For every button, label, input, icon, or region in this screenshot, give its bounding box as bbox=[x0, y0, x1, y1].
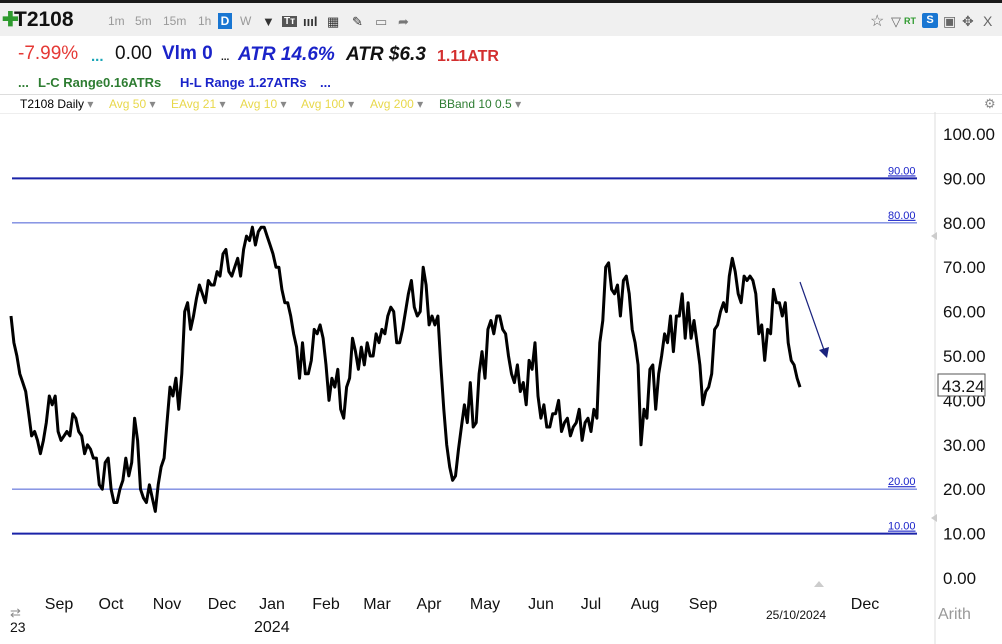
x-tick-label: Jul bbox=[581, 596, 601, 613]
filter-icon[interactable]: ▽ bbox=[891, 14, 901, 29]
s-icon[interactable]: S bbox=[922, 13, 938, 28]
price-chart: 90.00 80.00 20.00 10.00 100.00 90.00 80.00 70.… bbox=[9, 112, 995, 644]
x-axis: Sep Oct Nov Dec Jan Feb Mar Apr May Jun Jul Aug Sep D… bbox=[45, 596, 879, 613]
trend-arrow bbox=[799, 281, 829, 358]
y-tick-label: 50.00 bbox=[943, 347, 986, 366]
axis-marker-top-icon[interactable] bbox=[931, 232, 937, 240]
pencil-icon[interactable]: ✎ bbox=[352, 14, 363, 29]
scale-label[interactable]: Arith bbox=[938, 606, 971, 623]
last-value-label: 43.24 bbox=[942, 377, 985, 396]
grid-icon[interactable]: ▦ bbox=[327, 14, 340, 29]
move-icon[interactable]: ✥ bbox=[962, 13, 974, 29]
star-icon[interactable]: ☆ bbox=[870, 13, 885, 30]
close-icon[interactable]: X bbox=[983, 13, 993, 29]
level-label-80.00: 80.00 bbox=[888, 210, 916, 222]
atr-percent: ATR 14.6% bbox=[238, 44, 335, 65]
atr-count: 1.11ATR bbox=[437, 48, 499, 65]
x-tick-label: Oct bbox=[99, 596, 124, 613]
lc-range: L-C Range0.16ATRs bbox=[38, 75, 162, 90]
rt-icon[interactable]: RT bbox=[904, 16, 916, 26]
year-label-23: 23 bbox=[10, 619, 26, 635]
timeframe-1h[interactable]: 1h bbox=[198, 14, 212, 28]
x-tick-label: May bbox=[470, 596, 500, 613]
scroll-left-icon[interactable]: ⇄ bbox=[10, 605, 21, 620]
x-tick-label: Jun bbox=[528, 596, 554, 613]
bars-icon[interactable]: ıııl bbox=[303, 14, 318, 29]
x-tick-label: Apr bbox=[417, 596, 443, 613]
axis-marker-bottom-icon[interactable] bbox=[931, 514, 937, 522]
dots-right[interactable]: ... bbox=[320, 75, 331, 90]
volume: Vlm 0 bbox=[162, 43, 213, 64]
timeframe-weekly[interactable]: W bbox=[240, 14, 252, 28]
timeframe-5m[interactable]: 5m bbox=[135, 14, 152, 28]
symbol-title[interactable]: T2108 bbox=[14, 8, 74, 31]
y-tick-label: 60.00 bbox=[943, 303, 986, 322]
indicator-avg10[interactable]: Avg 10 ▾ bbox=[240, 97, 287, 111]
y-tick-label: 20.00 bbox=[943, 480, 986, 499]
x-tick-label: Jan bbox=[259, 596, 285, 613]
dropdown-icon[interactable]: ▼ bbox=[262, 14, 275, 29]
y-tick-label: 30.00 bbox=[943, 436, 986, 455]
y-tick-label: 80.00 bbox=[943, 214, 986, 233]
text-icon[interactable]: Tт bbox=[282, 16, 298, 27]
x-tick-label: Mar bbox=[363, 596, 391, 613]
y-tick-label: 0.00 bbox=[943, 569, 976, 588]
level-label-90.00: 90.00 bbox=[888, 165, 916, 177]
x-tick-label: Sep bbox=[45, 596, 74, 613]
dots-menu-2[interactable]: ... bbox=[221, 52, 230, 63]
indicator-eavg21[interactable]: EAvg 21 ▾ bbox=[171, 97, 226, 111]
comment-icon[interactable]: ▭ bbox=[375, 14, 388, 29]
x-tick-label: Aug bbox=[631, 596, 659, 613]
x-tick-label: Nov bbox=[153, 596, 181, 613]
x-tick-label: Dec bbox=[208, 596, 236, 613]
timeframe-daily[interactable]: D bbox=[218, 13, 232, 29]
atr-dollar: ATR $6.3 bbox=[346, 44, 426, 65]
save-icon[interactable]: ▣ bbox=[943, 13, 957, 29]
timeframe-1m[interactable]: 1m bbox=[108, 14, 125, 28]
y-axis: 100.0090.0080.0070.0060.0050.0040.0030.0… bbox=[943, 125, 995, 588]
share-icon[interactable]: ➦ bbox=[398, 14, 409, 29]
indicator-avg100[interactable]: Avg 100 ▾ bbox=[301, 97, 355, 111]
series-line bbox=[9, 225, 802, 513]
y-tick-label: 10.00 bbox=[943, 525, 986, 544]
pct-change: -7.99% bbox=[18, 43, 79, 64]
y-tick-label: 100.00 bbox=[943, 125, 995, 144]
dots-left[interactable]: ... bbox=[18, 75, 29, 90]
hl-range: H-L Range 1.27ATRs bbox=[180, 75, 307, 90]
level-label-20.00: 20.00 bbox=[888, 476, 916, 488]
x-tick-label: Dec bbox=[851, 596, 879, 613]
indicator-bar: T2108 Daily ▾ Avg 50 ▾ EAvg 21 ▾ Avg 10 … bbox=[0, 94, 1002, 114]
scroll-marker-icon[interactable] bbox=[814, 581, 824, 587]
indicator-t2108-daily[interactable]: T2108 Daily ▾ bbox=[20, 97, 94, 111]
indicator-avg50[interactable]: Avg 50 ▾ bbox=[109, 97, 156, 111]
horizontal-levels: 90.00 80.00 20.00 10.00 bbox=[12, 165, 917, 535]
timeframe-15m[interactable]: 15m bbox=[163, 14, 187, 28]
title-bar: ✚ T2108 1m 5m 15m 1h D W ▼ Tт ıııl ▦ ✎ ▭… bbox=[0, 0, 1002, 36]
settings-icon[interactable]: ⚙ bbox=[984, 96, 996, 111]
indicator-avg200[interactable]: Avg 200 ▾ bbox=[370, 97, 424, 111]
level-label-10.00: 10.00 bbox=[888, 521, 916, 533]
y-tick-label: 90.00 bbox=[943, 169, 986, 188]
x-tick-label: Sep bbox=[689, 596, 718, 613]
y-tick-label: 70.00 bbox=[943, 258, 986, 277]
last-value-box bbox=[937, 373, 986, 397]
x-tick-label: Feb bbox=[312, 596, 340, 613]
price-change: 0.00 bbox=[115, 43, 152, 64]
current-date: 25/10/2024 bbox=[766, 608, 826, 622]
indicator-bband[interactable]: BBand 10 0.5 ▾ bbox=[439, 97, 522, 111]
dots-menu[interactable]: ... bbox=[91, 48, 104, 65]
year-label-2024: 2024 bbox=[254, 619, 290, 636]
plus-icon[interactable]: ✚ bbox=[2, 9, 19, 31]
